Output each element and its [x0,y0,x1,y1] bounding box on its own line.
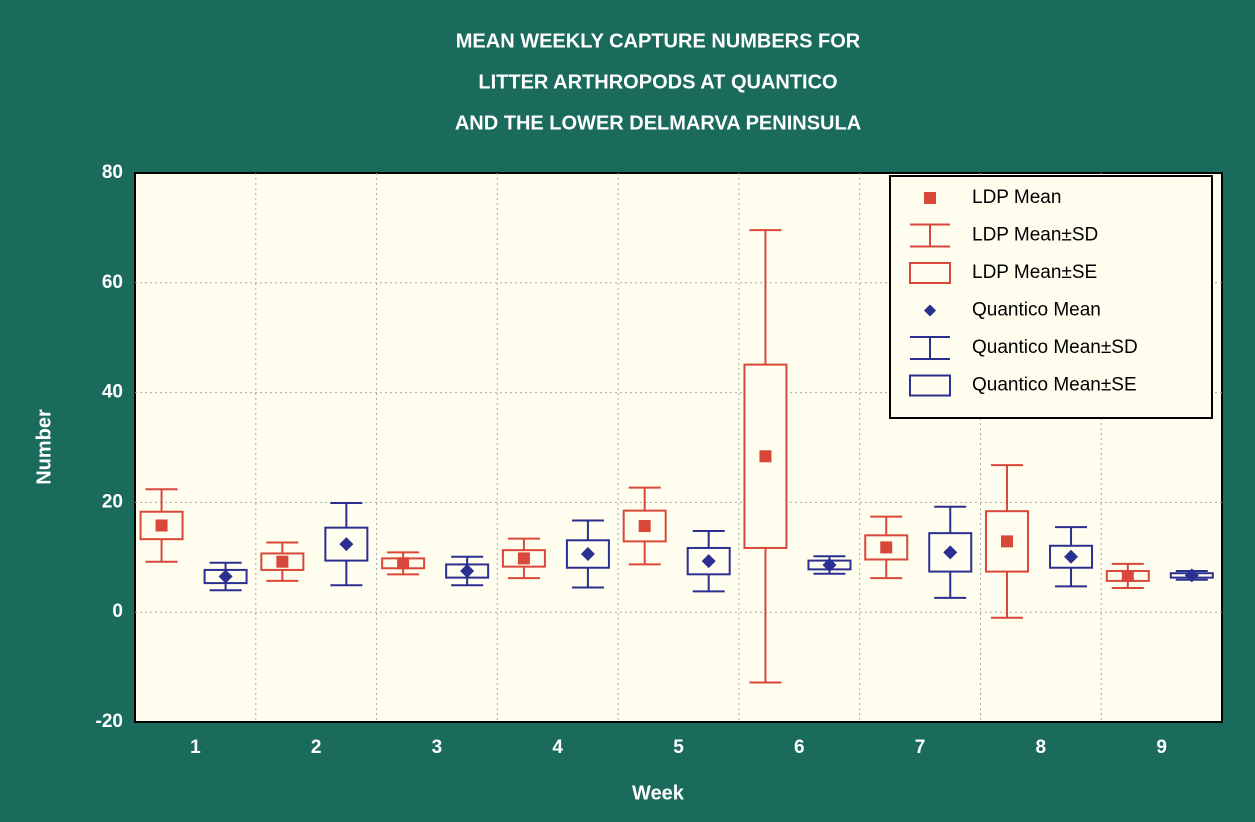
y-tick-label: -20 [96,711,123,732]
mean-marker [701,554,716,569]
x-tick-label: 1 [190,737,201,758]
se-box [864,534,909,561]
x-tick-label: 8 [1036,737,1047,758]
mean-marker [1001,535,1014,548]
x-tick-label: 7 [915,737,926,758]
se-box [139,510,184,541]
mean-marker [276,555,289,568]
legend-symbol [909,374,951,397]
chart-title: AND THE LOWER DELMARVA PENINSULA [455,112,861,134]
legend-symbol [924,192,936,204]
legend-symbol [910,223,950,248]
se-box [565,539,610,569]
chart-title: LITTER ARTHROPODS AT QUANTICO [478,71,837,93]
x-tick-label: 6 [794,737,805,758]
legend-label: Quantico Mean±SE [972,375,1137,396]
x-axis-label: Week [632,782,685,804]
mean-marker [460,564,475,579]
x-tick-label: 2 [311,737,322,758]
legend-label: LDP Mean±SD [972,225,1098,246]
legend-symbol [924,304,936,317]
mean-marker [1184,568,1199,583]
mean-marker [822,557,837,572]
chart-title: MEAN WEEKLY CAPTURE NUMBERS FOR [456,30,861,52]
legend-symbol [910,336,950,360]
mean-marker [397,557,410,570]
mean-marker [1064,549,1079,564]
y-tick-label: 40 [102,382,123,403]
x-tick-label: 4 [552,737,563,758]
y-tick-label: 60 [102,272,123,293]
x-tick-label: 9 [1156,737,1167,758]
mean-marker [638,520,651,533]
y-tick-label: 0 [112,601,123,622]
mean-marker [943,545,958,560]
mean-marker [759,450,772,463]
mean-marker [339,537,354,552]
mean-marker [580,547,595,562]
legend-label: Quantico Mean±SD [972,337,1138,358]
y-tick-label: 20 [102,491,123,512]
x-tick-label: 3 [432,737,443,758]
legend-label: LDP Mean [972,187,1061,208]
mean-marker [517,552,530,565]
legend-label: LDP Mean±SE [972,262,1097,283]
x-tick-label: 5 [673,737,684,758]
mean-marker [1121,569,1134,582]
legend-box [889,175,1213,419]
y-tick-label: 80 [102,162,123,183]
legend-symbol [909,262,951,284]
mean-marker [155,519,168,532]
y-axis-label: Number [33,409,55,485]
mean-marker [880,541,893,554]
mean-marker [218,569,233,584]
legend-label: Quantico Mean [972,300,1101,321]
